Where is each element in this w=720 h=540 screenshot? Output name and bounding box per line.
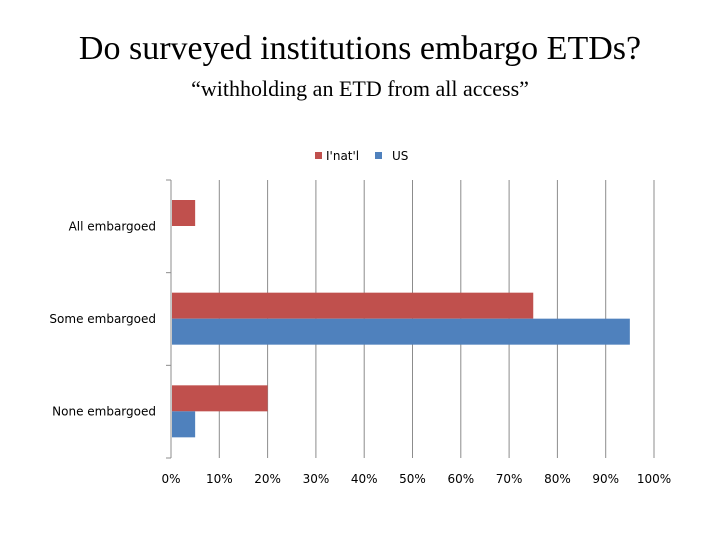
chart-labels: 0% 10% 20% 30% 40% 50% 60% 70% 80% 90% 100% All emb… bbox=[49, 219, 671, 486]
chart-title: Do surveyed institutions embargo ETDs? bbox=[78, 30, 642, 67]
x-tick-label: 100% bbox=[637, 472, 671, 486]
category-label-some-embargoed: Some embargoed bbox=[49, 312, 156, 326]
legend-label-i-nat-l: I'nat'l bbox=[326, 149, 359, 163]
x-tick-label: 90% bbox=[592, 472, 619, 486]
x-tick-label: 30% bbox=[303, 472, 330, 486]
x-tick-label: 70% bbox=[496, 472, 523, 486]
bar-us-some-embargoed bbox=[172, 318, 630, 345]
bar-i-nat-l-some-embargoed bbox=[172, 292, 534, 319]
chart-subtitle: “withholding an ETD from all access” bbox=[191, 76, 529, 101]
chart-bars bbox=[172, 200, 630, 438]
chart-axes bbox=[166, 179, 172, 459]
x-tick-label: 20% bbox=[254, 472, 281, 486]
bar-i-nat-l-all-embargoed bbox=[172, 200, 196, 226]
x-tick-label: 10% bbox=[206, 472, 233, 486]
legend-swatch-i-nat-l bbox=[315, 152, 322, 159]
chart-legend: I'nat'l US bbox=[315, 149, 408, 163]
bar-i-nat-l-none-embargoed bbox=[172, 385, 268, 412]
x-tick-label: 60% bbox=[447, 472, 474, 486]
legend-label-us: US bbox=[392, 149, 408, 163]
x-tick-label: 40% bbox=[351, 472, 378, 486]
x-tick-label: 50% bbox=[399, 472, 426, 486]
category-label-all-embargoed: All embargoed bbox=[69, 219, 156, 233]
bar-us-none-embargoed bbox=[172, 411, 196, 438]
category-label-none-embargoed: None embargoed bbox=[52, 405, 156, 419]
legend-swatch-us bbox=[375, 152, 382, 159]
x-tick-label: 80% bbox=[544, 472, 571, 486]
x-tick-label: 0% bbox=[161, 472, 180, 486]
